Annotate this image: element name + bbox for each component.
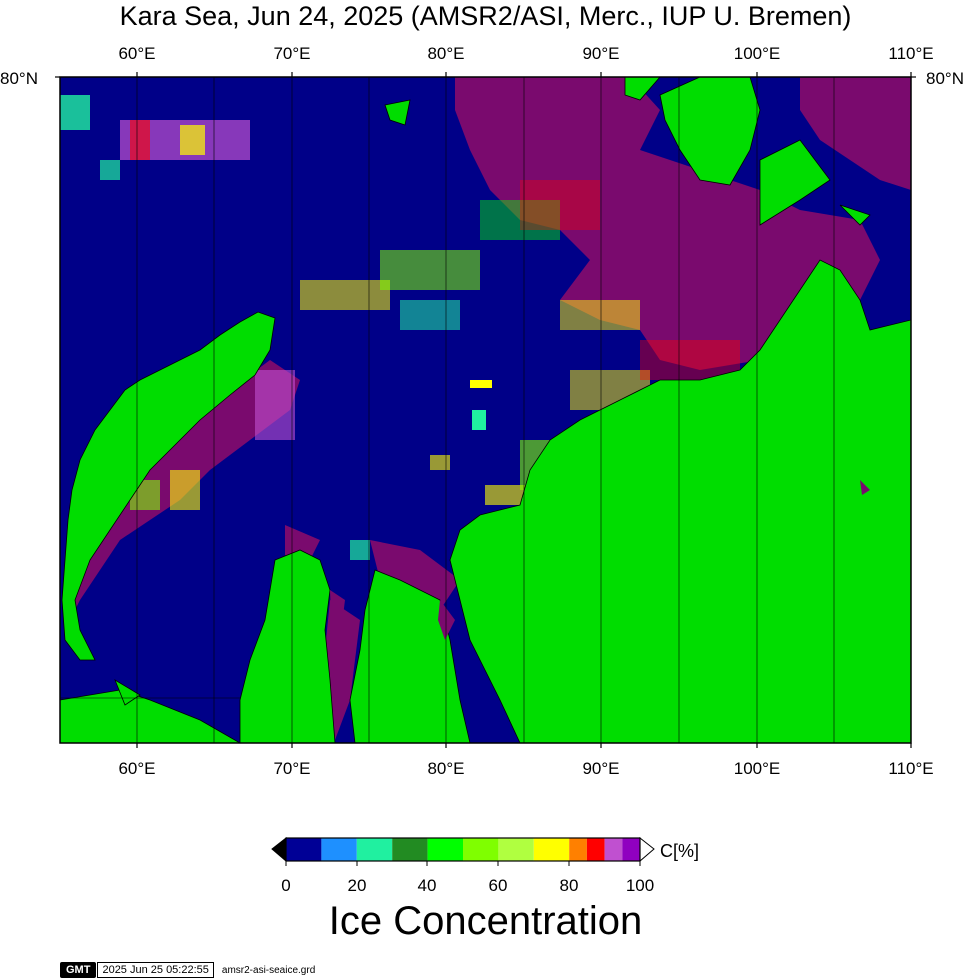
colorbar-bin-3 [392,838,428,861]
coastal-ice [330,480,870,640]
lat-tick-right: 80°N [926,69,964,88]
colorbar-low-triangle [271,836,287,863]
colorbar-bin-0 [286,838,322,861]
colorbar-frame [285,837,641,862]
colorbar-bin-4 [427,838,463,861]
colorbar-bin-5 [463,838,499,861]
colorbar-bin-6 [498,838,534,861]
lat-tick-left: 80°N [0,69,38,88]
colorbar-label-0: 0 [281,876,291,895]
colorbar-bin-7 [533,838,570,861]
footer-timestamp: 2025 Jun 25 05:22:55 [97,962,214,978]
colorbar-title: Ice Concentration [328,899,643,943]
gmt-logo: GMT [60,962,97,978]
lon-tick-bottom-100: 100°E [733,759,781,778]
graticule [60,77,835,743]
colorbar-bin-11 [622,838,640,861]
lon-tick-bottom-70: 70°E [273,759,311,778]
colorbar-bin-10 [604,838,623,861]
colorbar-label-60: 60 [488,876,508,895]
colorbar-high-triangle [639,836,655,863]
footer-timestamp-bar: GMT 2025 Jun 25 05:22:55 amsr2-asi-seaic… [60,962,315,978]
sea-ice-mixed [60,95,740,560]
lon-tick-bottom-90: 90°E [582,759,620,778]
colorbar-label-20: 20 [347,876,367,895]
footer-filename: amsr2-asi-seaice.grd [221,964,316,976]
lon-tick-bottom-60: 60°E [118,759,156,778]
colorbar-label-100: 100 [625,876,655,895]
lon-tick-top-60: 60°E [118,44,156,63]
lon-tick-top-90: 90°E [582,44,620,63]
lon-tick-bottom-110: 110°E [888,759,934,778]
map-frame [59,76,912,744]
colorbar-unit: C[%] [660,841,700,861]
lon-tick-top-70: 70°E [273,44,311,63]
colorbar-label-80: 80 [559,876,579,895]
colorbar-bin-9 [586,838,605,861]
lon-tick-top-100: 100°E [733,44,781,63]
lon-tick-top-110: 110°E [888,44,934,63]
colorbar-bin-2 [356,838,393,861]
lon-tick-top-80: 80°E [427,44,465,63]
lon-tick-bottom-80: 80°E [427,759,465,778]
colorbar-bin-8 [569,838,587,861]
colorbar-bin-1 [321,838,357,861]
colorbar-bins [286,838,640,861]
map-title: Kara Sea, Jun 24, 2025 (AMSR2/ASI, Merc.… [119,1,852,31]
colorbar-label-40: 40 [417,876,437,895]
